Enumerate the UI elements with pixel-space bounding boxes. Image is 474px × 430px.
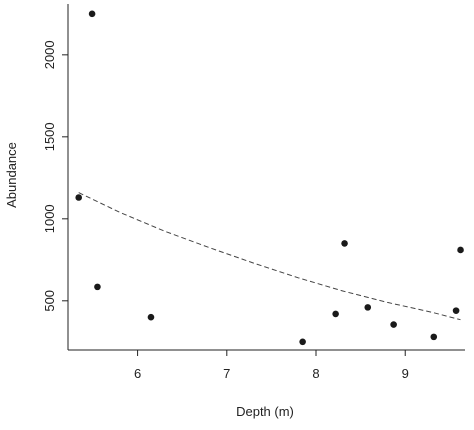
data-point: [390, 321, 397, 328]
y-tick-label: 1500: [42, 122, 57, 151]
x-tick-label: 8: [312, 366, 319, 381]
data-point: [452, 307, 460, 314]
data-point: [430, 333, 438, 341]
data-point: [88, 10, 96, 18]
y-tick-label: 1000: [42, 204, 57, 233]
data-point: [332, 310, 339, 318]
y-tick-label: 2000: [42, 40, 57, 69]
y-tick-label: 500: [42, 290, 57, 312]
data-point: [457, 246, 464, 254]
data-point: [75, 194, 83, 201]
data-point: [299, 338, 306, 346]
trend-line: [78, 192, 461, 321]
data-point: [147, 313, 155, 321]
data-point: [341, 240, 348, 247]
x-tick-label: 6: [134, 366, 141, 381]
data-point: [94, 283, 101, 291]
x-tick-label: 9: [402, 366, 409, 381]
y-axis-title: Abundance: [4, 142, 19, 208]
x-axis-title: Depth (m): [236, 404, 294, 419]
x-tick-label: 7: [223, 366, 230, 381]
data-point: [364, 304, 372, 311]
plot-area: 6 7 8 9 500 1000 1500 2000: [42, 4, 465, 381]
